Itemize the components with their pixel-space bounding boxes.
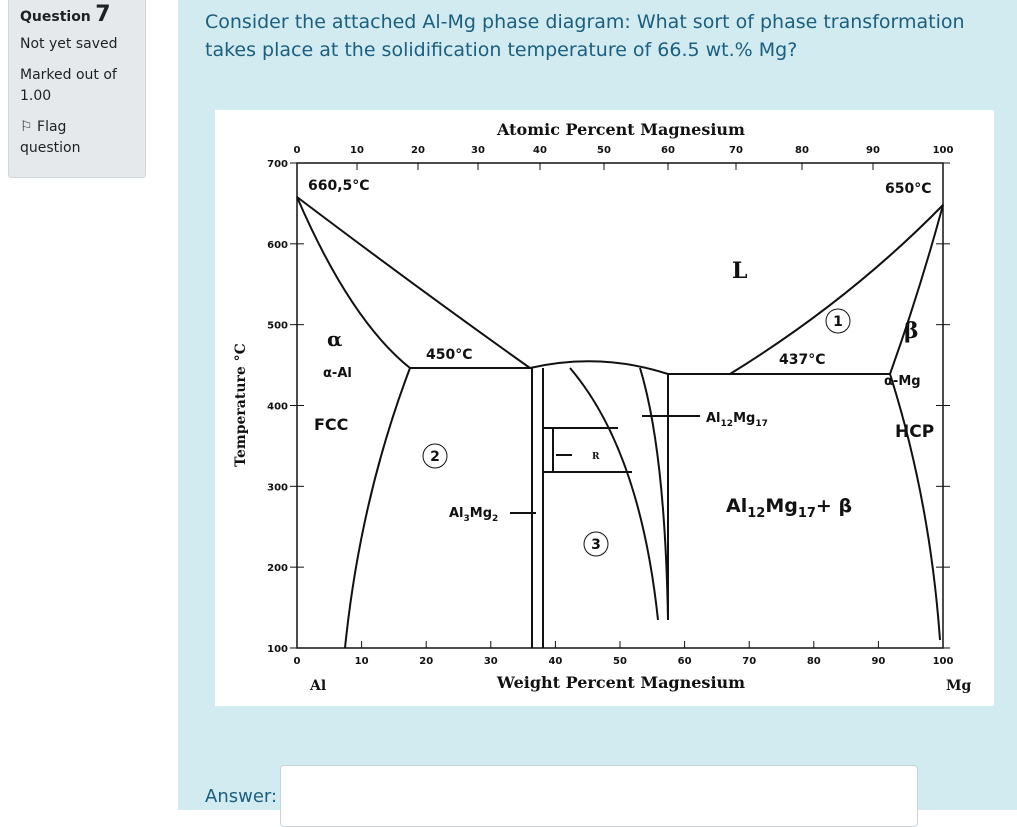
label-part: 2 — [492, 514, 498, 524]
label-part: Al — [726, 495, 747, 517]
top-tick-label: 40 — [533, 145, 547, 156]
label: α — [327, 327, 342, 351]
flag-question[interactable]: ⚐ Flag question — [20, 119, 81, 156]
question-marks: Marked out of 1.00 — [20, 67, 117, 104]
question-label: Question — [20, 9, 91, 25]
label: α-Mg — [884, 374, 921, 389]
bottom-tick-label: 40 — [548, 656, 562, 667]
label: 450°C — [426, 347, 473, 363]
top-axis-title: Atomic Percent Magnesium — [496, 120, 745, 139]
bottom-tick-label: 10 — [355, 656, 369, 667]
bottom-tick-label: 20 — [419, 656, 433, 667]
label-part: Mg — [765, 495, 798, 517]
right-element: Mg — [946, 678, 971, 694]
question-number-value: 7 — [95, 2, 111, 27]
label: HCP — [895, 422, 934, 442]
top-tick-label: 60 — [661, 145, 675, 156]
question-content: Consider the attached Al-Mg phase diagra… — [178, 0, 1017, 827]
label: Al12Mg17 — [706, 411, 768, 429]
top-tick-label: 20 — [411, 145, 425, 156]
label: L — [732, 258, 747, 284]
top-tick-label: 30 — [471, 145, 485, 156]
answer-input[interactable] — [280, 765, 918, 827]
y-tick-label: 600 — [267, 240, 288, 251]
label-part: 17 — [798, 506, 816, 521]
marker: 2 — [430, 449, 440, 465]
question-text: Consider the attached Al-Mg phase diagra… — [205, 11, 965, 61]
bottom-tick-label: 50 — [613, 656, 627, 667]
question-info: Question 7 Not yet saved Marked out of 1… — [8, 0, 146, 178]
label: 437°C — [779, 352, 826, 368]
marker-circle — [583, 531, 609, 557]
y-tick-label: 700 — [267, 159, 288, 170]
label-part: 12 — [721, 419, 734, 429]
liquidus-left — [296, 196, 531, 369]
label: Al12Mg17+ β — [726, 495, 852, 521]
label-part: Mg — [733, 411, 755, 426]
label-part: Al — [706, 411, 721, 426]
page: Question 7 Not yet saved Marked out of 1… — [8, 0, 1017, 827]
label-part: Mg — [470, 506, 492, 521]
y-tick-label: 200 — [267, 563, 288, 574]
bottom-axis-title: Weight Percent Magnesium — [496, 673, 745, 692]
label: R — [592, 452, 600, 462]
label: 650°C — [885, 181, 932, 197]
y-tick-label: 500 — [267, 321, 288, 332]
label-part: + β — [816, 495, 852, 517]
marker-circle — [422, 443, 448, 469]
solvus-left — [344, 367, 411, 649]
phase-diagram: Atomic Percent Magnesium Weight Percent … — [215, 110, 994, 706]
top-tick-label: 80 — [795, 145, 809, 156]
solidus-left — [296, 196, 411, 369]
y-tick-label: 100 — [267, 644, 288, 655]
liquidus-right — [729, 204, 944, 375]
question-number: Question 7 — [20, 4, 134, 28]
label: Al3Mg2 — [449, 506, 498, 524]
bottom-tick-label: 90 — [871, 656, 885, 667]
label: α-Al — [323, 366, 352, 381]
label-part: 3 — [464, 514, 470, 524]
label: 660,5°C — [308, 178, 370, 194]
diagram-background — [215, 110, 994, 706]
top-tick-label: 70 — [729, 145, 743, 156]
marker: 3 — [591, 537, 601, 553]
phase-boundaries — [296, 196, 944, 649]
label-part: Al — [449, 506, 464, 521]
solvus-right — [889, 373, 941, 641]
bottom-tick-label: 100 — [933, 656, 954, 667]
bottom-tick-label: 80 — [807, 656, 821, 667]
label: β — [904, 318, 919, 344]
top-tick-label: 100 — [933, 145, 954, 156]
y-tick-label: 300 — [267, 482, 288, 493]
bottom-tick-label: 70 — [742, 656, 756, 667]
al3mg2-phase — [531, 368, 544, 648]
marker: 1 — [833, 314, 843, 330]
top-tick-label: 90 — [866, 145, 880, 156]
r-phase — [543, 427, 632, 473]
y-tick-label: 400 — [267, 401, 288, 412]
y-axis-title: Temperature °C — [233, 343, 249, 467]
bottom-tick-label: 0 — [294, 656, 301, 667]
solidus-right — [889, 204, 944, 375]
left-element: Al — [309, 678, 326, 694]
bottom-tick-label: 30 — [484, 656, 498, 667]
label-part: 17 — [755, 419, 768, 429]
dome — [529, 360, 669, 375]
marker-circle — [825, 308, 851, 334]
answer-label: Answer: — [205, 786, 278, 807]
top-tick-label: 0 — [294, 145, 301, 156]
top-tick-label: 50 — [597, 145, 611, 156]
flag-text[interactable]: Flag question — [20, 119, 81, 156]
bottom-tick-label: 60 — [678, 656, 692, 667]
question-status: Not yet saved — [20, 36, 118, 52]
top-tick-label: 10 — [350, 145, 364, 156]
label: FCC — [314, 415, 348, 434]
arrows — [510, 415, 700, 514]
label-part: 12 — [747, 506, 765, 521]
